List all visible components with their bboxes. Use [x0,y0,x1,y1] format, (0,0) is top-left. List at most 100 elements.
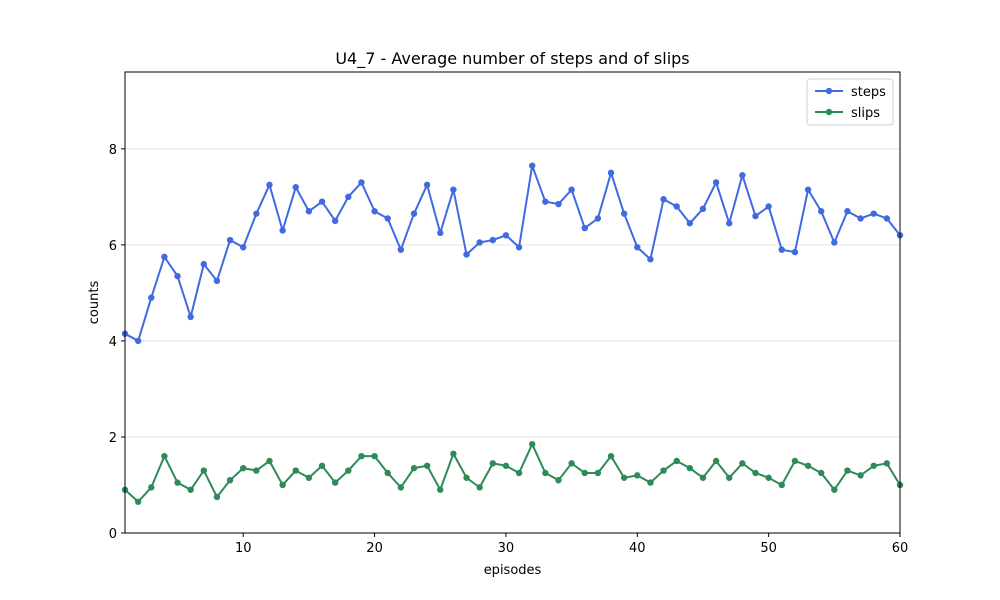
slips-point [620,474,628,481]
x-tick-label: 60 [892,541,909,556]
x-tick-label: 10 [235,541,252,556]
steps-point [712,179,720,186]
steps-point [647,256,654,263]
ticks: 10 20 30 40 50 60 0 2 4 6 8 [109,143,909,556]
slips-point [292,467,299,474]
steps-point [529,162,536,169]
slips-point [555,476,562,484]
steps-point [844,208,851,215]
x-axis-label: episodes [484,563,542,578]
steps-point [817,208,825,215]
slips-point [726,474,733,481]
steps-point [331,217,339,225]
steps-point [778,246,785,253]
slips-point [529,440,536,448]
x-tick-label: 20 [366,541,383,556]
steps-point [594,215,602,222]
steps-point [857,215,864,222]
y-tick-label: 8 [109,143,117,158]
series-slips [121,440,904,505]
slips-point [791,457,799,465]
steps-point [384,215,391,222]
steps-point [791,248,799,256]
steps-point [752,212,759,220]
steps-point [371,208,378,215]
steps-point [726,220,733,227]
slips-point [463,474,470,481]
steps-point [450,186,457,193]
slips-point [476,484,483,491]
slips-point [187,486,194,493]
steps-point [187,313,194,321]
slips-point [686,464,694,472]
slips-point [647,479,654,486]
steps-point [292,184,299,191]
slips-point [345,467,352,474]
slips-point [515,469,523,477]
steps-point [305,208,313,215]
steps-point [765,203,772,210]
steps-point [686,220,694,227]
steps-point [161,253,168,261]
slips-point [331,479,339,486]
slips-point [765,474,772,481]
slips-point [450,450,457,457]
slips-point [594,469,602,477]
steps-point [345,193,352,201]
slips-point [581,469,588,477]
chart-title: U4_7 - Average number of steps and of sl… [335,49,689,69]
y-tick-label: 0 [109,527,117,542]
slips-point [739,460,746,467]
slips-point [542,469,549,477]
steps-point [739,172,746,179]
slips-point [568,460,575,467]
steps-point [607,169,615,177]
steps-point [620,210,628,217]
steps-point [240,244,247,251]
steps-point [502,232,510,239]
steps-point [699,205,707,213]
slips-point [305,474,313,481]
steps-point [410,210,418,217]
slips-point [831,486,838,493]
slips-point [200,467,208,474]
y-tick-label: 2 [109,431,117,446]
steps-point [581,224,588,232]
steps-point [174,272,181,280]
steps-point [673,203,680,210]
y-tick-label: 4 [109,335,117,350]
slips-point [804,462,812,469]
steps-point [489,236,496,244]
slips-point [174,479,181,486]
slips-point [673,457,680,465]
steps-point [555,200,562,208]
steps-point [148,294,155,301]
steps-point [358,179,365,186]
legend-label-steps: steps [851,85,886,100]
steps-point [634,244,641,251]
slips-point [213,493,221,501]
y-axis-label: counts [87,281,102,325]
slips-point [489,460,496,467]
slips-point [660,467,667,474]
series-steps [121,162,904,345]
slips-point [817,469,825,477]
slips-point [226,476,234,484]
steps-point [266,181,273,189]
steps-point [437,229,444,237]
gridlines [125,148,900,438]
slips-point [397,484,405,491]
slips-point [607,452,615,460]
series-layer [121,162,904,505]
steps-point [134,337,142,345]
steps-point [200,260,208,268]
steps-point [279,227,286,234]
slips-point [161,452,168,460]
slips-point [699,474,707,481]
steps-point [515,244,523,251]
plot-frame [124,71,901,534]
slips-point [870,462,877,469]
legend: steps slips [806,78,894,126]
y-tick-label: 6 [109,239,117,254]
